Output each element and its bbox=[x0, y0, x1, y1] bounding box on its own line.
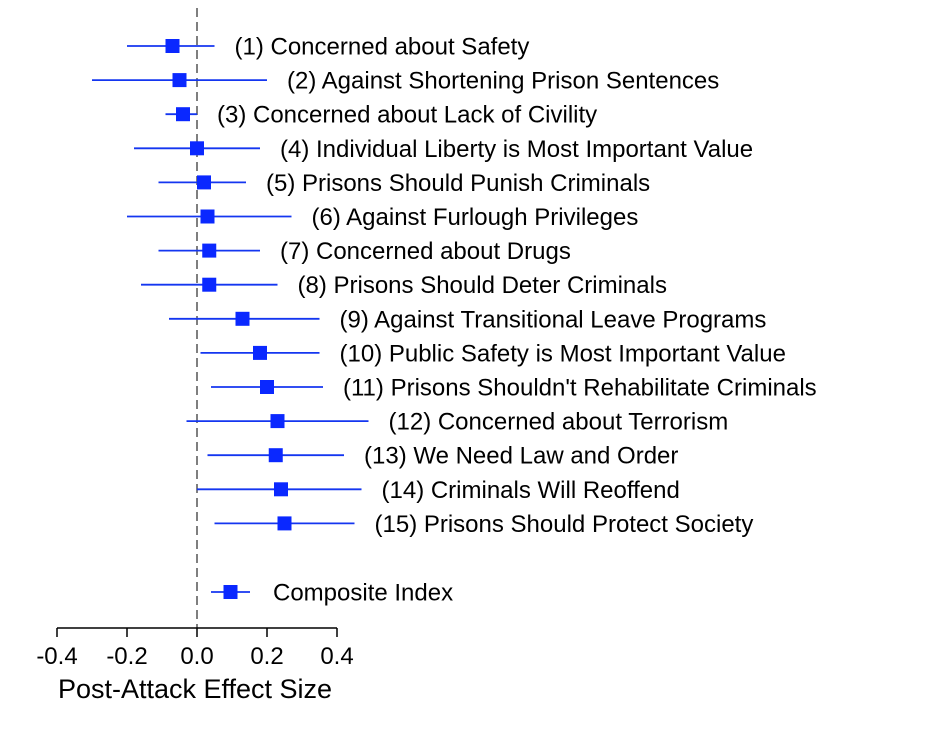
x-axis-title: Post-Attack Effect Size bbox=[58, 674, 332, 704]
coefficient-row: (5) Prisons Should Punish Criminals bbox=[158, 170, 650, 197]
point-estimate-marker bbox=[197, 175, 211, 190]
x-tick-label: 0.4 bbox=[320, 643, 353, 670]
coefficient-row: (15) Prisons Should Protect Society bbox=[214, 511, 754, 538]
point-estimate-marker bbox=[200, 209, 215, 224]
coefficient-row: (6) Against Furlough Privileges bbox=[127, 204, 638, 231]
row-label: (11) Prisons Shouldn't Rehabilitate Crim… bbox=[343, 375, 817, 402]
point-estimate-marker bbox=[202, 243, 217, 258]
row-label: (2) Against Shortening Prison Sentences bbox=[287, 68, 719, 95]
x-tick-label: 0.2 bbox=[250, 643, 283, 670]
row-label: (13) We Need Law and Order bbox=[364, 443, 678, 470]
row-label: (10) Public Safety is Most Important Val… bbox=[340, 340, 786, 367]
coefficient-row: (8) Prisons Should Deter Criminals bbox=[141, 272, 667, 299]
row-label: (12) Concerned about Terrorism bbox=[389, 409, 729, 436]
coefficient-row: (9) Against Transitional Leave Programs bbox=[169, 306, 766, 333]
coefficient-rows: (1) Concerned about Safety (2) Against Sh… bbox=[92, 34, 817, 538]
legend: Composite Index bbox=[211, 580, 453, 607]
row-label: (5) Prisons Should Punish Criminals bbox=[266, 170, 650, 197]
x-tick-label: -0.4 bbox=[36, 643, 77, 670]
coefficient-row: (1) Concerned about Safety bbox=[127, 34, 529, 61]
row-label: (9) Against Transitional Leave Programs bbox=[340, 306, 767, 333]
row-label: (8) Prisons Should Deter Criminals bbox=[298, 272, 667, 299]
point-estimate-marker bbox=[172, 73, 187, 88]
coefficient-row: (12) Concerned about Terrorism bbox=[186, 409, 729, 436]
legend-label: Composite Index bbox=[273, 580, 453, 607]
point-estimate-marker bbox=[202, 277, 217, 292]
row-label: (3) Concerned about Lack of Civility bbox=[217, 102, 597, 129]
coefficient-row: (4) Individual Liberty is Most Important… bbox=[134, 136, 753, 163]
point-estimate-marker bbox=[190, 141, 204, 156]
x-tick-label: -0.2 bbox=[106, 643, 147, 670]
point-estimate-marker bbox=[260, 380, 274, 394]
legend-marker bbox=[223, 585, 238, 599]
row-label: (15) Prisons Should Protect Society bbox=[375, 511, 754, 538]
row-label: (14) Criminals Will Reoffend bbox=[382, 477, 680, 504]
point-estimate-marker bbox=[176, 107, 190, 122]
row-label: (6) Against Furlough Privileges bbox=[312, 204, 639, 231]
coefficient-row: (7) Concerned about Drugs bbox=[158, 238, 571, 265]
coefficient-row: (10) Public Safety is Most Important Val… bbox=[200, 340, 786, 367]
row-label: (7) Concerned about Drugs bbox=[280, 238, 571, 265]
row-label: (4) Individual Liberty is Most Important… bbox=[280, 136, 753, 163]
coefficient-row: (11) Prisons Shouldn't Rehabilitate Crim… bbox=[211, 375, 817, 402]
coefficient-row: (3) Concerned about Lack of Civility bbox=[165, 102, 597, 129]
point-estimate-marker bbox=[253, 345, 267, 360]
row-label: (1) Concerned about Safety bbox=[235, 34, 530, 61]
point-estimate-marker bbox=[277, 516, 292, 531]
x-tick-label: 0.0 bbox=[180, 643, 213, 670]
coefficient-row: (14) Criminals Will Reoffend bbox=[197, 477, 680, 504]
point-estimate-marker bbox=[235, 311, 250, 326]
x-axis: -0.4 -0.2 0.0 0.2 0.4 bbox=[36, 627, 354, 670]
coefficient-row: (13) We Need Law and Order bbox=[207, 443, 678, 470]
point-estimate-marker bbox=[274, 482, 288, 497]
point-estimate-marker bbox=[165, 39, 180, 53]
point-estimate-marker bbox=[268, 448, 283, 463]
coefficient-row: (2) Against Shortening Prison Sentences bbox=[92, 68, 719, 95]
point-estimate-marker bbox=[270, 414, 285, 429]
